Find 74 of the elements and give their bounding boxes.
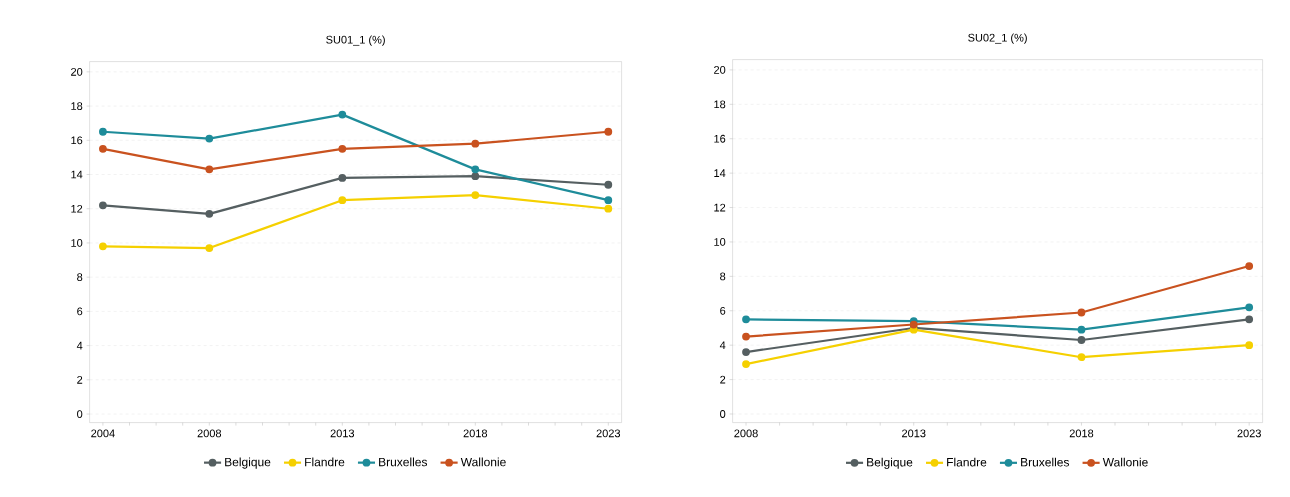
point xyxy=(205,244,214,252)
point xyxy=(338,144,347,153)
y-tick-label: 0 xyxy=(77,410,83,418)
y-tick-label: 2 xyxy=(720,375,726,384)
legend-label: Wallonie xyxy=(460,457,506,467)
y-tick-label: 14 xyxy=(71,170,83,179)
y-tick-label: 10 xyxy=(714,238,726,246)
point xyxy=(99,201,107,210)
point xyxy=(99,127,107,136)
x-tick-label: 2018 xyxy=(1069,429,1094,438)
point xyxy=(742,315,750,324)
y-tick-label: 0 xyxy=(720,410,726,418)
point xyxy=(205,209,214,218)
x-tick-label: 2018 xyxy=(463,429,488,438)
y-tick-label: 8 xyxy=(720,272,726,281)
y-tick-label: 6 xyxy=(720,306,726,315)
point xyxy=(742,360,750,368)
point xyxy=(1245,262,1254,270)
point xyxy=(1077,336,1086,344)
chart-title: SU02_1 (%) xyxy=(968,33,1027,44)
point xyxy=(205,165,214,174)
y-tick-label: 14 xyxy=(714,169,726,177)
legend-label: Flandre xyxy=(305,457,345,467)
point xyxy=(338,110,347,119)
point xyxy=(471,139,480,148)
point xyxy=(604,180,613,189)
x-tick-label: 2023 xyxy=(596,429,621,438)
y-tick-label: 20 xyxy=(71,67,83,76)
point xyxy=(1245,315,1254,324)
point xyxy=(471,191,480,199)
chart-title: SU01_1 (%) xyxy=(326,35,385,46)
point xyxy=(742,332,750,341)
x-tick-label: 2013 xyxy=(902,429,926,438)
point xyxy=(471,165,480,174)
point xyxy=(1077,353,1086,362)
y-tick-label: 20 xyxy=(714,66,726,74)
y-tick-label: 18 xyxy=(714,100,726,109)
point xyxy=(338,196,347,205)
y-tick-label: 12 xyxy=(714,203,726,212)
point xyxy=(604,204,613,213)
point xyxy=(742,348,750,356)
point xyxy=(1077,308,1086,317)
x-tick-label: 2008 xyxy=(734,429,758,438)
point xyxy=(338,174,347,182)
x-tick-label: 2013 xyxy=(330,429,355,438)
y-tick-label: 10 xyxy=(71,239,83,247)
point xyxy=(99,242,107,251)
y-tick-label: 12 xyxy=(71,204,83,213)
y-tick-label: 16 xyxy=(714,134,726,143)
x-tick-label: 2008 xyxy=(197,429,222,438)
point xyxy=(471,172,480,181)
y-tick-label: 18 xyxy=(71,102,83,110)
legend-label: Flandre xyxy=(947,457,987,467)
point xyxy=(1077,325,1086,334)
x-tick-label: 2023 xyxy=(1237,429,1261,438)
point xyxy=(1245,303,1254,312)
legend-label: Belgique xyxy=(225,457,271,469)
point xyxy=(99,144,107,153)
point xyxy=(205,134,214,143)
legend-label: Belgique xyxy=(867,457,913,469)
y-tick-label: 16 xyxy=(71,136,83,145)
x-tick-label: 2004 xyxy=(91,429,115,438)
y-tick-label: 4 xyxy=(76,341,83,350)
point xyxy=(604,196,613,205)
point xyxy=(909,320,918,329)
legend-label: Wallonie xyxy=(1102,457,1148,467)
point xyxy=(604,127,613,136)
point xyxy=(1245,341,1254,350)
y-tick-label: 6 xyxy=(77,307,83,316)
y-tick-label: 2 xyxy=(77,375,83,384)
y-tick-label: 8 xyxy=(77,273,83,282)
legend-label: Bruxelles xyxy=(379,457,428,467)
y-tick-label: 4 xyxy=(719,341,726,349)
legend-label: Bruxelles xyxy=(1021,457,1070,467)
